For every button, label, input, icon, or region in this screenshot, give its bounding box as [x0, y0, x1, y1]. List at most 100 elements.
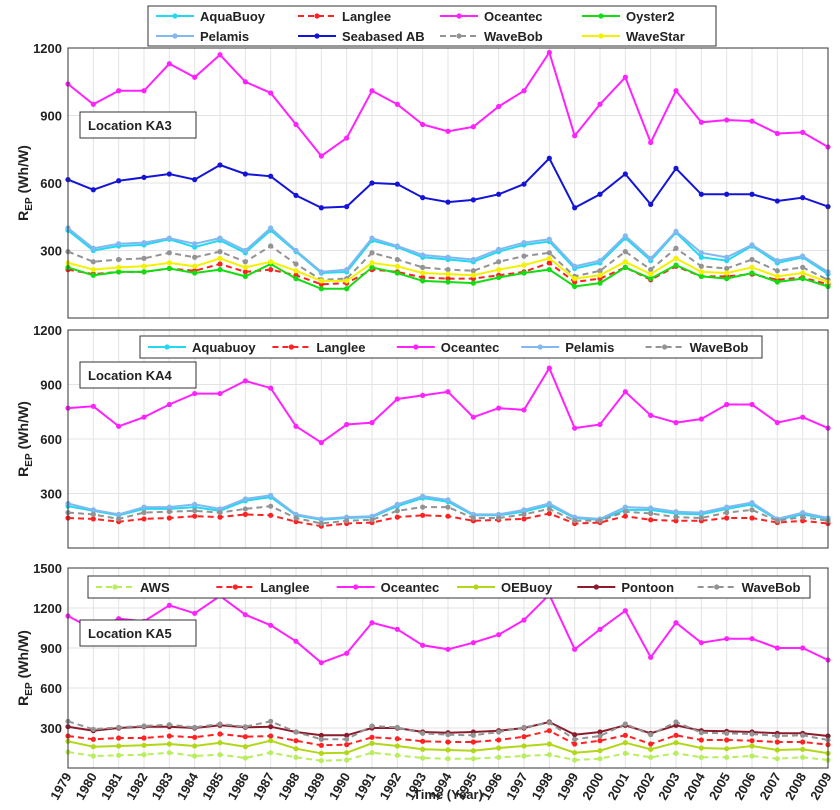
data-point	[470, 640, 476, 646]
x-tick-label: 1986	[224, 770, 251, 803]
x-tick-label: 1982	[123, 770, 150, 803]
data-point	[268, 267, 274, 273]
data-point	[293, 247, 299, 254]
data-point	[394, 626, 400, 632]
data-point	[622, 504, 628, 510]
data-point	[572, 205, 578, 211]
legend	[147, 5, 717, 47]
data-point	[420, 512, 426, 518]
data-point	[597, 518, 603, 524]
data-point	[749, 242, 755, 248]
y-tick-label: 300	[40, 244, 62, 259]
data-point	[217, 52, 223, 58]
legend-label: OEBuoy	[501, 580, 553, 595]
data-point	[116, 735, 122, 741]
data-point	[800, 270, 806, 276]
data-point	[217, 721, 223, 727]
data-point	[572, 750, 578, 756]
data-point	[572, 757, 578, 763]
data-point	[166, 750, 172, 756]
data-point	[344, 204, 350, 210]
x-tick-label: 1998	[528, 770, 555, 803]
data-point	[648, 505, 654, 511]
data-point	[749, 515, 755, 521]
data-point	[698, 254, 704, 260]
data-point	[116, 752, 122, 758]
data-point	[116, 724, 122, 730]
legend-label: Seabased AB	[342, 29, 425, 44]
data-point	[470, 739, 476, 745]
data-point	[800, 276, 806, 282]
data-point	[546, 365, 552, 371]
data-point	[90, 511, 96, 517]
data-point	[90, 507, 96, 513]
data-point	[445, 497, 451, 503]
data-point	[116, 743, 122, 749]
data-point	[242, 259, 248, 265]
x-tick-label: 1985	[199, 770, 226, 803]
data-point	[648, 654, 654, 660]
data-point	[597, 738, 603, 744]
data-point	[800, 746, 806, 752]
data-point	[648, 754, 654, 760]
data-point	[242, 744, 248, 750]
data-point	[749, 191, 755, 197]
data-point	[293, 754, 299, 760]
y-tick-label: 300	[40, 487, 62, 502]
data-point	[724, 504, 730, 510]
legend-marker	[662, 344, 668, 350]
data-point	[546, 267, 552, 273]
data-point	[698, 730, 704, 736]
data-point	[242, 734, 248, 740]
data-point	[622, 74, 628, 80]
data-point	[470, 515, 476, 521]
data-point	[470, 280, 476, 286]
data-point	[724, 636, 730, 642]
data-point	[141, 414, 147, 420]
data-point	[369, 420, 375, 426]
legend-marker	[413, 344, 419, 350]
data-point	[268, 718, 274, 724]
data-point	[521, 753, 527, 759]
data-point	[546, 506, 552, 512]
plot-frame	[67, 47, 829, 319]
data-point	[141, 263, 147, 269]
data-point	[420, 493, 426, 499]
data-point	[749, 264, 755, 270]
data-point	[597, 729, 603, 735]
legend-label: Langlee	[316, 340, 365, 355]
data-point	[420, 278, 426, 284]
legend-label: Pelamis	[200, 29, 249, 44]
data-point	[546, 741, 552, 747]
data-point	[217, 390, 223, 397]
data-point	[90, 726, 96, 732]
legend-label: Oceantec	[441, 340, 500, 355]
data-point	[116, 423, 122, 429]
data-point	[242, 378, 248, 384]
data-point	[116, 269, 122, 275]
data-point	[394, 396, 400, 402]
data-point	[546, 49, 552, 56]
data-point	[445, 267, 451, 273]
data-point	[673, 620, 679, 626]
data-point	[268, 90, 274, 96]
data-point	[546, 728, 552, 734]
legend-marker	[314, 13, 320, 19]
annotation-box	[79, 111, 197, 139]
data-point	[774, 279, 780, 285]
data-point	[470, 414, 476, 420]
data-point	[192, 390, 198, 397]
data-point	[90, 245, 96, 251]
data-point	[724, 746, 730, 752]
data-point	[344, 757, 350, 763]
data-point	[648, 412, 654, 418]
data-point	[344, 135, 350, 141]
data-point	[318, 269, 324, 275]
data-point	[496, 729, 502, 735]
data-point	[268, 733, 274, 739]
data-point	[318, 516, 324, 522]
legend-label: Pelamis	[565, 340, 614, 355]
data-point	[344, 736, 350, 742]
data-point	[648, 267, 654, 273]
y-tick-label: 300	[40, 721, 62, 736]
